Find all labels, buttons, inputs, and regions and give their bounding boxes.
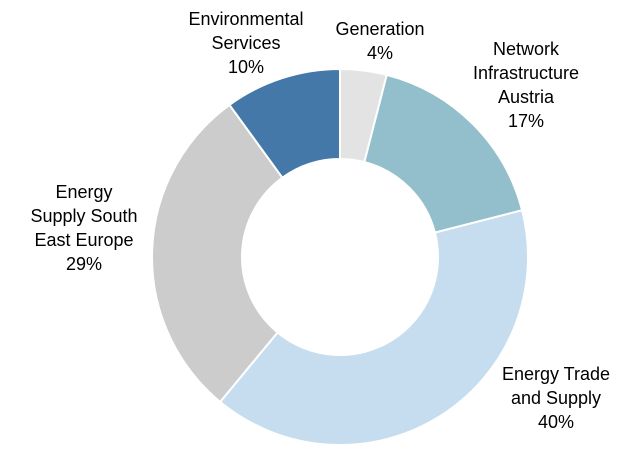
slice-label-line: 10% <box>228 57 264 77</box>
slice-label-1: Network Infrastructure Austria 17% <box>473 39 579 131</box>
slice-label-line: Generation <box>335 19 424 39</box>
slice-label-4: Environmental Services 10% <box>188 9 303 77</box>
slice-label-line: and Supply <box>511 388 601 408</box>
slice-label-line: Infrastructure <box>473 63 579 83</box>
slice-label-0: Generation 4% <box>335 19 424 63</box>
slice-label-line: East Europe <box>34 230 133 250</box>
slice-1 <box>363 73 524 234</box>
slice-3 <box>151 103 284 404</box>
slice-label-line: Services <box>211 33 280 53</box>
slice-label-line: Environmental <box>188 9 303 29</box>
slice-label-line: Network <box>493 39 560 59</box>
slice-label-3: Energy Supply South East Europe 29% <box>30 182 137 274</box>
slice-label-line: Supply South <box>30 206 137 226</box>
slice-label-line: 29% <box>66 254 102 274</box>
slices-group <box>151 67 529 446</box>
slice-label-2: Energy Trade and Supply 40% <box>502 364 610 432</box>
slice-label-line: Austria <box>498 87 555 107</box>
slice-4 <box>228 67 341 180</box>
slice-label-line: 40% <box>538 412 574 432</box>
labels-group: Generation 4% Network Infrastructure Austria… <box>30 9 610 432</box>
slice-2 <box>218 209 529 446</box>
slice-label-line: Energy <box>55 182 112 202</box>
slice-label-line: Energy Trade <box>502 364 610 384</box>
slice-label-line: 17% <box>508 111 544 131</box>
slice-label-line: 4% <box>367 43 393 63</box>
